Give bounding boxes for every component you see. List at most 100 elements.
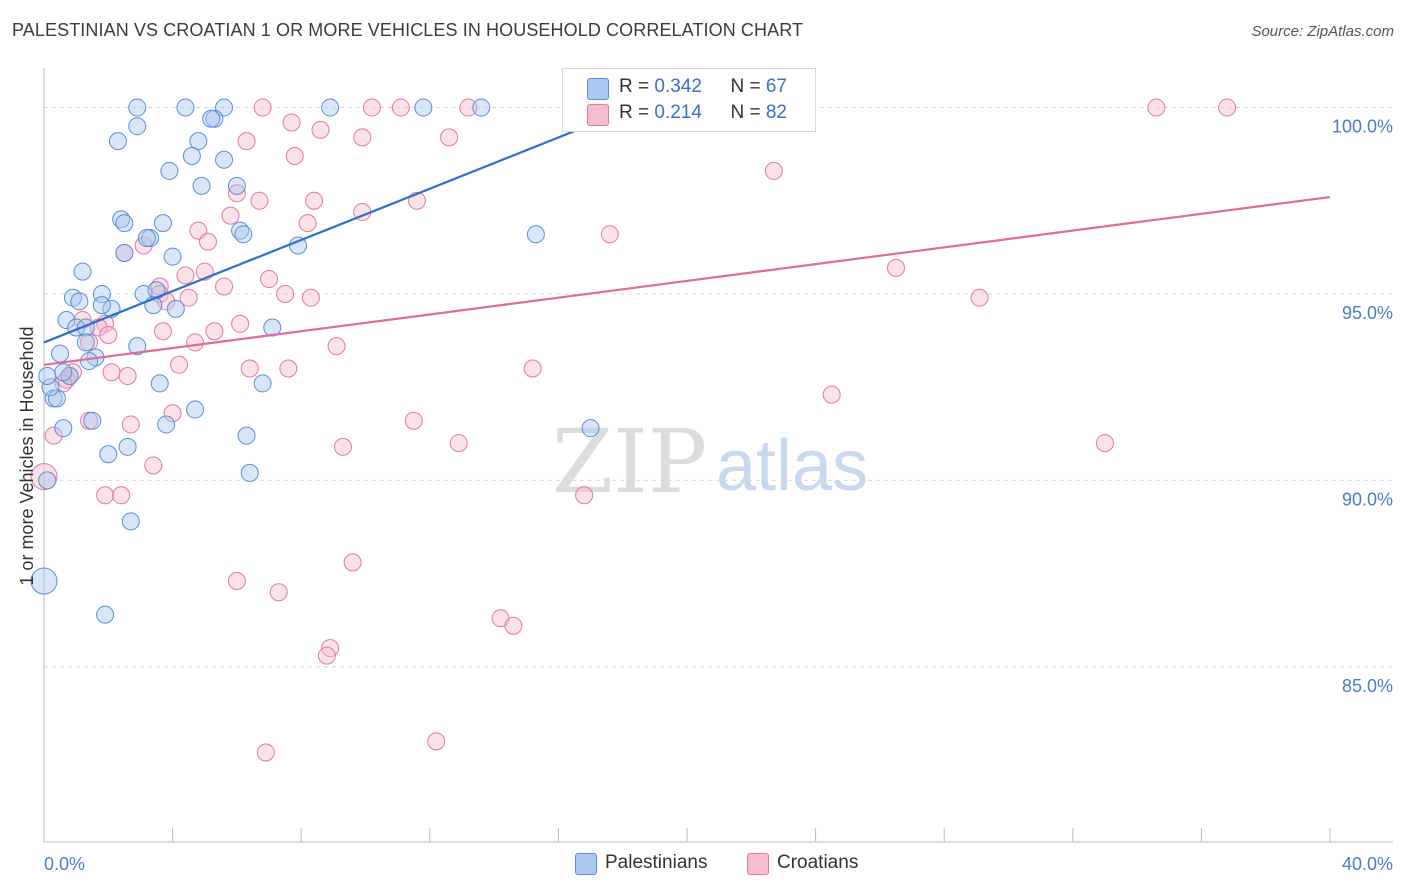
croatian-point-72 xyxy=(343,553,362,572)
palestinian-point-41 xyxy=(76,333,95,352)
croatian-point-62 xyxy=(404,411,423,430)
croatian-point-4 xyxy=(1147,98,1166,117)
croatian-point-11 xyxy=(237,132,256,151)
palestinian-point-48 xyxy=(150,374,169,393)
palestinian-point-59 xyxy=(99,445,118,464)
chart-title: PALESTINIAN VS CROATIAN 1 OR MORE VEHICL… xyxy=(12,20,804,40)
palestinian-point-42 xyxy=(128,337,147,356)
y-tick-label-2: 90.0% xyxy=(1342,489,1393,509)
legend-n-value-croatians: 82 xyxy=(765,102,787,123)
palestinian-point-18 xyxy=(153,214,172,233)
croatian-point-80 xyxy=(256,743,275,762)
palestinian-point-62 xyxy=(121,512,140,531)
croatian-point-69 xyxy=(96,486,115,505)
palestinian-point-52 xyxy=(186,400,205,419)
croatian-point-52 xyxy=(102,363,121,382)
palestinian-point-54 xyxy=(157,415,176,434)
croatian-trend-line xyxy=(43,195,1331,366)
croatian-point-14 xyxy=(250,191,269,210)
palestinian-point-60 xyxy=(240,463,259,482)
palestinian-point-56 xyxy=(237,426,256,445)
croatian-point-12 xyxy=(285,147,304,166)
palestinian-point-10 xyxy=(189,132,208,151)
croatian-point-58 xyxy=(822,385,841,404)
bottom-legend-swatch-pink xyxy=(747,853,769,875)
watermark: ZIP atlas xyxy=(552,410,868,513)
croatian-point-34 xyxy=(301,288,320,307)
croatian-point-29 xyxy=(886,258,905,277)
croatian-point-0 xyxy=(253,98,272,117)
palestinian-point-12 xyxy=(215,150,234,169)
croatian-point-50 xyxy=(279,359,298,378)
palestinian-point-37 xyxy=(57,311,76,330)
croatian-point-20 xyxy=(298,214,317,233)
croatian-point-73 xyxy=(227,572,246,591)
croatian-point-79 xyxy=(427,732,446,751)
legend-r-label: R = xyxy=(619,76,655,97)
bottom-legend-label-croatians: Croatians xyxy=(777,852,859,873)
palestinian-point-51 xyxy=(47,389,66,408)
croatian-point-10 xyxy=(440,128,459,147)
croatian-point-33 xyxy=(179,288,198,307)
croatian-point-45 xyxy=(186,333,205,352)
croatian-point-66 xyxy=(1095,434,1114,453)
palestinian-point-8 xyxy=(202,109,221,128)
palestinian-point-24 xyxy=(526,225,545,244)
croatian-point-53 xyxy=(118,366,137,385)
croatian-point-59 xyxy=(163,404,182,423)
y-tick-label-0: 100.0% xyxy=(1332,117,1393,137)
bottom-legend-label-palestinians: Palestinians xyxy=(605,852,708,873)
croatian-point-27 xyxy=(176,266,195,285)
x-tick-label-1: 40.0% xyxy=(1342,854,1393,874)
legend-r-value-croatians: 0.214 xyxy=(654,102,702,123)
palestinian-point-3 xyxy=(321,98,340,117)
croatian-point-25 xyxy=(600,225,619,244)
legend-r-label: R = xyxy=(619,102,655,123)
palestinian-trend-line xyxy=(43,91,672,344)
palestinian-point-58 xyxy=(118,437,137,456)
croatian-point-44 xyxy=(99,325,118,344)
croatian-point-28 xyxy=(260,270,279,289)
palestinian-point-20 xyxy=(234,225,253,244)
watermark-zip: ZIP xyxy=(552,410,707,513)
palestinian-point-65 xyxy=(41,378,60,397)
croatian-point-48 xyxy=(170,355,189,374)
palestinian-point-26 xyxy=(115,243,134,262)
croatian-point-40 xyxy=(205,322,224,341)
croatian-point-49 xyxy=(240,359,259,378)
palestinian-point-15 xyxy=(227,176,246,195)
croatian-point-76 xyxy=(504,616,523,635)
croatian-point-61 xyxy=(121,415,140,434)
palestinian-point-1 xyxy=(176,98,195,117)
palestinian-point-57 xyxy=(581,419,600,438)
palestinian-point-13 xyxy=(160,161,179,180)
palestinian-point-36 xyxy=(92,296,111,315)
croatian-point-22 xyxy=(198,232,217,251)
palestinian-point-49 xyxy=(253,374,272,393)
y-tick-label-3: 85.0% xyxy=(1342,676,1393,696)
palestinian-point-5 xyxy=(472,98,491,117)
croatian-point-5 xyxy=(1218,98,1237,117)
croatian-point-9 xyxy=(353,128,372,147)
croatian-point-35 xyxy=(970,288,989,307)
bottom-legend-swatch-blue xyxy=(575,853,597,875)
croatian-point-15 xyxy=(305,191,324,210)
croatian-point-67 xyxy=(144,456,163,475)
croatian-point-46 xyxy=(327,337,346,356)
legend-r-value-palestinians: 0.342 xyxy=(654,76,702,97)
legend-n-value-palestinians: 67 xyxy=(765,76,787,97)
palestinian-point-55 xyxy=(54,419,73,438)
croatian-point-39 xyxy=(231,314,250,333)
palestinian-point-14 xyxy=(192,176,211,195)
source-label: Source: ZipAtlas.com xyxy=(1251,23,1394,40)
croatian-point-78 xyxy=(317,646,336,665)
croatian-point-7 xyxy=(282,113,301,132)
palestinian-point-11 xyxy=(182,147,201,166)
croatian-point-32 xyxy=(276,284,295,303)
palestinian-point-22 xyxy=(137,229,156,248)
croatian-point-3 xyxy=(459,98,478,117)
palestinian-point-45 xyxy=(80,352,99,371)
palestinian-point-61 xyxy=(38,471,57,490)
legend-n-label: N = xyxy=(730,102,766,123)
watermark-atlas: atlas xyxy=(716,426,868,506)
